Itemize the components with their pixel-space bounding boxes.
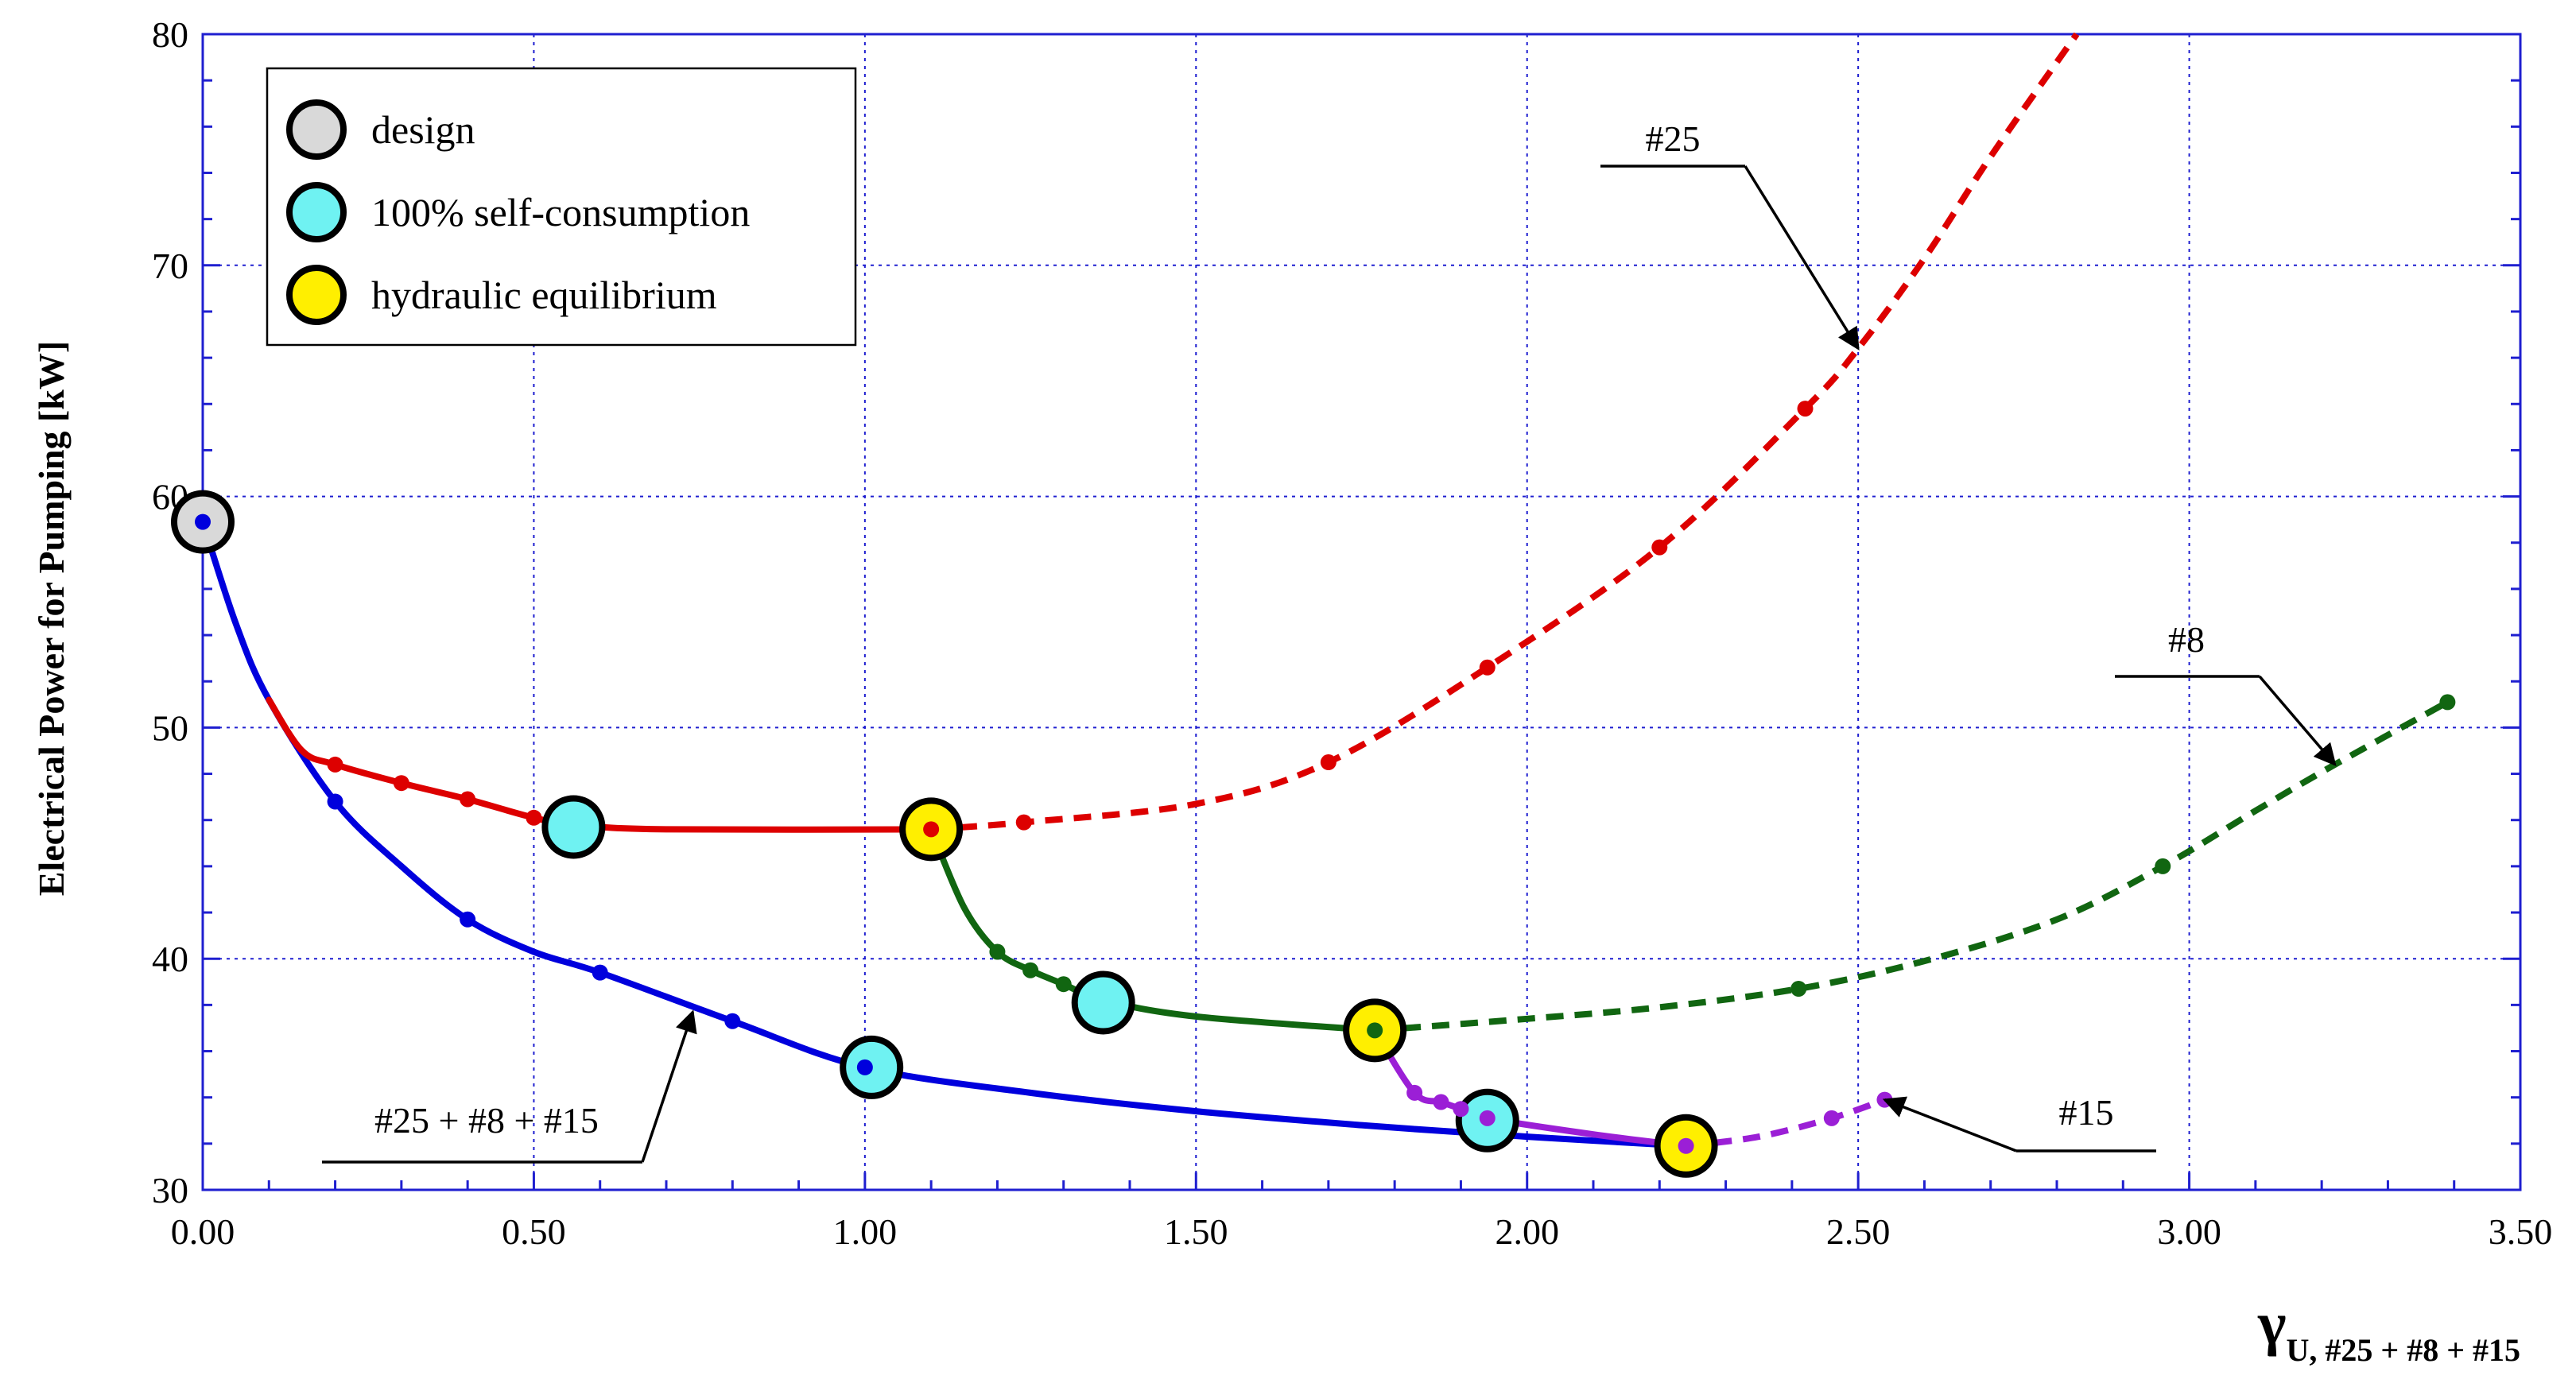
x-tick-label: 3.00 [2157, 1211, 2221, 1252]
legend: design 100% self-consumption hydraulic e… [266, 67, 857, 347]
y-tick-label: 40 [152, 939, 188, 979]
annotation-arrow [641, 1009, 697, 1163]
series-point-25-8-15 [460, 911, 476, 928]
x-tick-label: 1.50 [1164, 1211, 1228, 1252]
annotation-arrow [1882, 1096, 2017, 1152]
series-point-25 [1651, 539, 1668, 556]
series-point-25 [460, 791, 476, 808]
y-tick-label: 80 [152, 14, 188, 55]
series-point-25 [1479, 659, 1496, 676]
y-tick-label: 70 [152, 246, 188, 286]
x-axis-title-main: γ [2257, 1290, 2287, 1357]
series-point-15 [1823, 1110, 1840, 1126]
series-point-15 [1453, 1101, 1469, 1118]
series-line-8-dashed [1374, 699, 2450, 1034]
y-tick-label: 30 [152, 1170, 188, 1211]
series-point-8 [1055, 976, 1072, 993]
legend-marker-self-consumption [286, 182, 347, 242]
series-point-15 [1433, 1094, 1449, 1110]
y-axis-title: Electrical Power for Pumping [kW] [31, 341, 72, 896]
series-point-8 [2155, 858, 2171, 874]
legend-label-design: design [371, 107, 475, 152]
x-tick-label: 0.50 [502, 1211, 566, 1252]
series-line-8-solid [928, 826, 1379, 1034]
series-point-25-8-15 [195, 513, 211, 530]
annotation-label: #25 + #8 + #15 [374, 1100, 599, 1141]
x-tick-label: 3.50 [2489, 1211, 2553, 1252]
y-tick-label: 50 [152, 707, 188, 748]
series-point-8 [2439, 694, 2456, 711]
series-point-25 [1015, 814, 1032, 831]
series-point-15 [1678, 1137, 1694, 1154]
series-point-25 [526, 809, 542, 826]
series-point-8 [989, 943, 1006, 960]
legend-marker-equilibrium [286, 265, 347, 325]
series-point-15 [1406, 1084, 1423, 1101]
legend-label-equilibrium: hydraulic equilibrium [371, 273, 717, 317]
annotation-label: #15 [2059, 1092, 2114, 1133]
annotation-label: #8 [2168, 619, 2205, 660]
series-point-25 [327, 756, 343, 773]
series-point-8 [1367, 1022, 1383, 1039]
series-point-25-8-15 [724, 1013, 741, 1029]
x-tick-label: 0.00 [171, 1211, 235, 1252]
x-tick-label: 2.00 [1495, 1211, 1559, 1252]
series-point-15 [1479, 1110, 1496, 1126]
grid [203, 34, 2520, 1190]
series-point-25 [393, 775, 409, 792]
series-point-25 [923, 821, 940, 838]
annotation-layer: #25 #8 #15 #25 + #8 + #15 [322, 118, 2337, 1164]
legend-label-self-consumption: 100% self-consumption [371, 190, 750, 234]
legend-box [266, 67, 857, 347]
annotation-label: #25 [1646, 118, 1701, 159]
series-point-25 [1797, 401, 1814, 417]
series-line-25-dashed [930, 32, 2080, 833]
axes: 0.00 0.50 1.00 1.50 2.00 2.50 3.00 3.5030405060… [152, 14, 2552, 1252]
legend-marker-design [286, 99, 347, 160]
x-axis-title: γU, #25 + #8 + #15 [2257, 1290, 2520, 1368]
series-point-25-8-15 [856, 1059, 873, 1075]
highlight-layer [171, 401, 2456, 1178]
highlight-point-self-consumption [1071, 970, 1135, 1035]
series-point-8 [1022, 962, 1039, 978]
series-line-25-solid [266, 696, 935, 833]
series-point-25-8-15 [592, 964, 608, 981]
x-tick-label: 2.50 [1826, 1211, 1891, 1252]
annotation-arrow [2258, 675, 2337, 767]
series-point-25-8-15 [327, 793, 343, 810]
annotation-arrow [1744, 165, 1860, 351]
plot-frame [201, 33, 2522, 1191]
x-axis-title-sub: U, #25 + #8 + #15 [2287, 1332, 2520, 1368]
series-point-25 [1320, 754, 1336, 771]
x-tick-label: 1.00 [833, 1211, 898, 1252]
series-point-8 [1790, 981, 1807, 998]
highlight-point-self-consumption [541, 795, 606, 859]
